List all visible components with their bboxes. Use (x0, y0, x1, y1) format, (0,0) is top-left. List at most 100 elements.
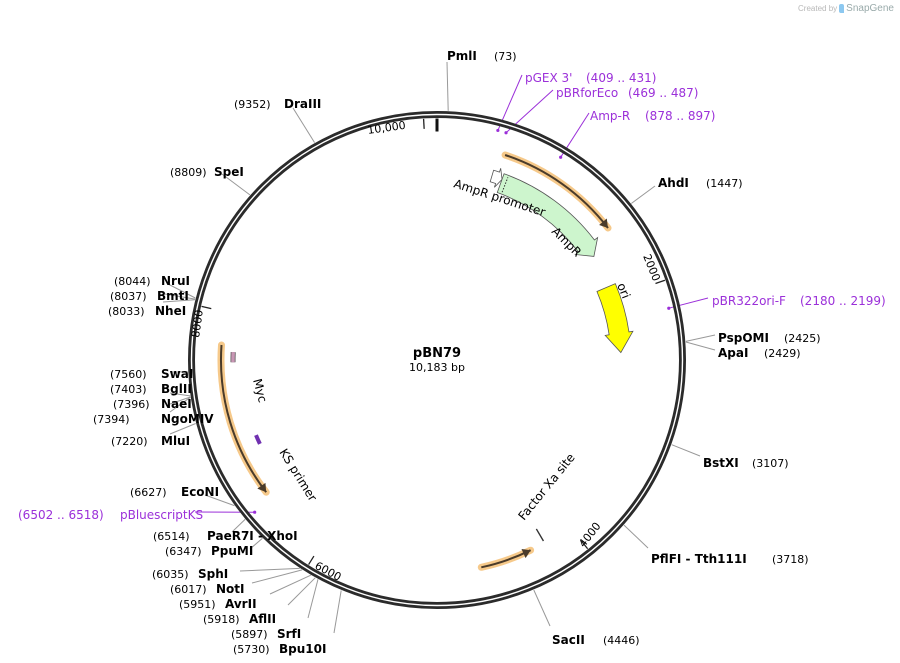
factor-xa-site-mark[interactable] (535, 528, 545, 542)
enzyme-leader (446, 61, 449, 111)
enzyme-position: (8044) (114, 275, 151, 288)
enzyme-site-avrii[interactable]: AvrII (5951) (179, 597, 257, 611)
enzyme-position: (4446) (603, 634, 640, 647)
enzyme-site-swai[interactable]: SwaI (7560) (110, 367, 193, 381)
enzyme-site-naei[interactable]: NaeI (7396) (113, 397, 192, 411)
enzyme-name: NruI (161, 274, 190, 288)
enzyme-name: MluI (161, 434, 190, 448)
enzyme-site-noti[interactable]: NotI (6017) (170, 582, 245, 596)
primer-name: Amp-R (590, 109, 630, 123)
enzyme-leader (251, 569, 303, 584)
ori-arrow[interactable] (596, 283, 634, 354)
enzyme-position: (5730) (233, 643, 270, 656)
primer-pbrforeco[interactable]: pBRforEco (469 .. 487) (556, 86, 698, 100)
enzyme-name: BglII (161, 382, 192, 396)
tick-mark (580, 540, 589, 550)
plasmid-title: pBN79 10,183 bp (337, 346, 537, 374)
enzyme-site-pmli[interactable]: PmlI (73) (447, 49, 517, 63)
enzyme-name: ApaI (718, 346, 748, 360)
plasmid-backbone[interactable] (188, 111, 686, 609)
enzyme-leader (167, 283, 196, 299)
enzyme-position: (6017) (170, 583, 207, 596)
enzyme-site-bstxi[interactable]: BstXI (3107) (703, 456, 789, 470)
enzyme-site-ahdi[interactable]: AhdI (1447) (658, 176, 743, 190)
enzyme-leader (221, 173, 251, 196)
enzyme-leader (671, 444, 701, 457)
tick-label: 10,000 (367, 119, 407, 137)
ampr-promoter-arrow[interactable] (489, 168, 503, 188)
primer-pgex-3-[interactable]: pGEX 3' (409 .. 431) (525, 71, 656, 85)
enzyme-site-bpu10i[interactable]: Bpu10I (5730) (233, 642, 326, 656)
enzyme-leader (623, 524, 649, 549)
enzyme-name: AflII (249, 612, 276, 626)
enzyme-name: NaeI (161, 397, 192, 411)
enzyme-position: (7403) (110, 383, 147, 396)
primer-range: (878 .. 897) (645, 109, 715, 123)
tick-mark (655, 279, 666, 285)
enzyme-name: NheI (155, 304, 186, 318)
enzyme-site-aflii[interactable]: AflII (5918) (203, 612, 276, 626)
enzyme-site-paer7i-xhoi[interactable]: PaeR7I - XhoI (6514) (153, 529, 298, 543)
enzyme-position: (2429) (764, 347, 801, 360)
enzyme-leader (169, 423, 196, 435)
enzyme-site-pflfi-tth111i[interactable]: PflFI - Tth111I (3718) (651, 552, 809, 566)
enzyme-name: SacII (552, 633, 585, 647)
enzyme-site-nhei[interactable]: NheI (8033) (108, 304, 186, 318)
ampr-cds-arrow[interactable] (496, 173, 599, 257)
primer-amp-r[interactable]: Amp-R (878 .. 897) (590, 109, 715, 123)
primer-range: (409 .. 431) (586, 71, 656, 85)
feature-label-factor-xa-site[interactable]: Factor Xa site (515, 451, 577, 523)
enzyme-site-ppumi[interactable]: PpuMI (6347) (165, 544, 253, 558)
tick-label: 8000 (189, 309, 206, 339)
enzyme-name: SwaI (161, 367, 193, 381)
enzyme-site-spei[interactable]: SpeI (8809) (170, 165, 244, 179)
enzyme-site-apai[interactable]: ApaI (2429) (718, 346, 801, 360)
enzyme-site-draiii[interactable]: DraIII (9352) (234, 97, 321, 111)
enzyme-site-pspomi[interactable]: PspOMI (2425) (718, 331, 821, 345)
enzyme-position: (2425) (784, 332, 821, 345)
enzyme-site-bmti[interactable]: BmtI (8037) (110, 289, 189, 303)
enzyme-name: EcoNI (181, 485, 219, 499)
enzyme-site-econi[interactable]: EcoNI (6627) (130, 485, 219, 499)
enzyme-position: (7560) (110, 368, 147, 381)
primer-range: (6502 .. 6518) (18, 508, 104, 522)
orf-line[interactable] (220, 344, 267, 493)
enzyme-position: (7220) (111, 435, 148, 448)
enzyme-position: (73) (494, 50, 517, 63)
enzyme-site-ngomiv[interactable]: NgoMIV (7394) (93, 412, 214, 426)
enzyme-position: (7396) (113, 398, 150, 411)
orf-arrowhead (257, 482, 267, 493)
enzyme-position: (8037) (110, 290, 147, 303)
enzyme-site-mlui[interactable]: MluI (7220) (111, 434, 190, 448)
credit-prefix: Created by (798, 4, 838, 13)
enzyme-leader (685, 341, 716, 351)
enzyme-site-srfi[interactable]: SrfI (5897) (231, 627, 301, 641)
feature-label-ori[interactable]: ori (614, 281, 633, 301)
primer-name: pBluescriptKS (120, 508, 203, 522)
feature-arrows[interactable] (217, 151, 634, 571)
feature-label-ks-primer[interactable]: KS primer (276, 446, 319, 504)
primer-pbr322ori-f[interactable]: pBR322ori-F (2180 .. 2199) (712, 294, 886, 308)
primer-site-dot (559, 155, 563, 159)
snapgene-credit: Created by SnapGene (798, 3, 894, 14)
primer-site-dot (667, 306, 671, 310)
primer-name: pBR322ori-F (712, 294, 786, 308)
enzyme-site-bglii[interactable]: BglII (7403) (110, 382, 192, 396)
enzyme-site-sphi[interactable]: SphI (6035) (152, 567, 228, 581)
enzyme-leader (169, 396, 191, 405)
enzyme-position: (3107) (752, 457, 789, 470)
enzyme-name: AvrII (225, 597, 257, 611)
tick-mark (422, 118, 425, 129)
primer-site-dot (504, 131, 508, 135)
ks-primer-site[interactable] (254, 434, 262, 445)
enzyme-name: DraIII (284, 97, 321, 111)
enzyme-leader (169, 396, 191, 413)
enzyme-position: (6514) (153, 530, 190, 543)
enzyme-position: (6347) (165, 545, 202, 558)
primer-site-dot (496, 128, 500, 133)
feature-label-myc[interactable]: Myc (250, 377, 270, 404)
enzyme-site-nrui[interactable]: NruI (8044) (114, 274, 190, 288)
primer-pbluescriptks[interactable]: pBluescriptKS (6502 .. 6518) (18, 508, 203, 522)
orf-line[interactable] (504, 154, 609, 229)
enzyme-site-sacii[interactable]: SacII (4446) (552, 633, 640, 647)
